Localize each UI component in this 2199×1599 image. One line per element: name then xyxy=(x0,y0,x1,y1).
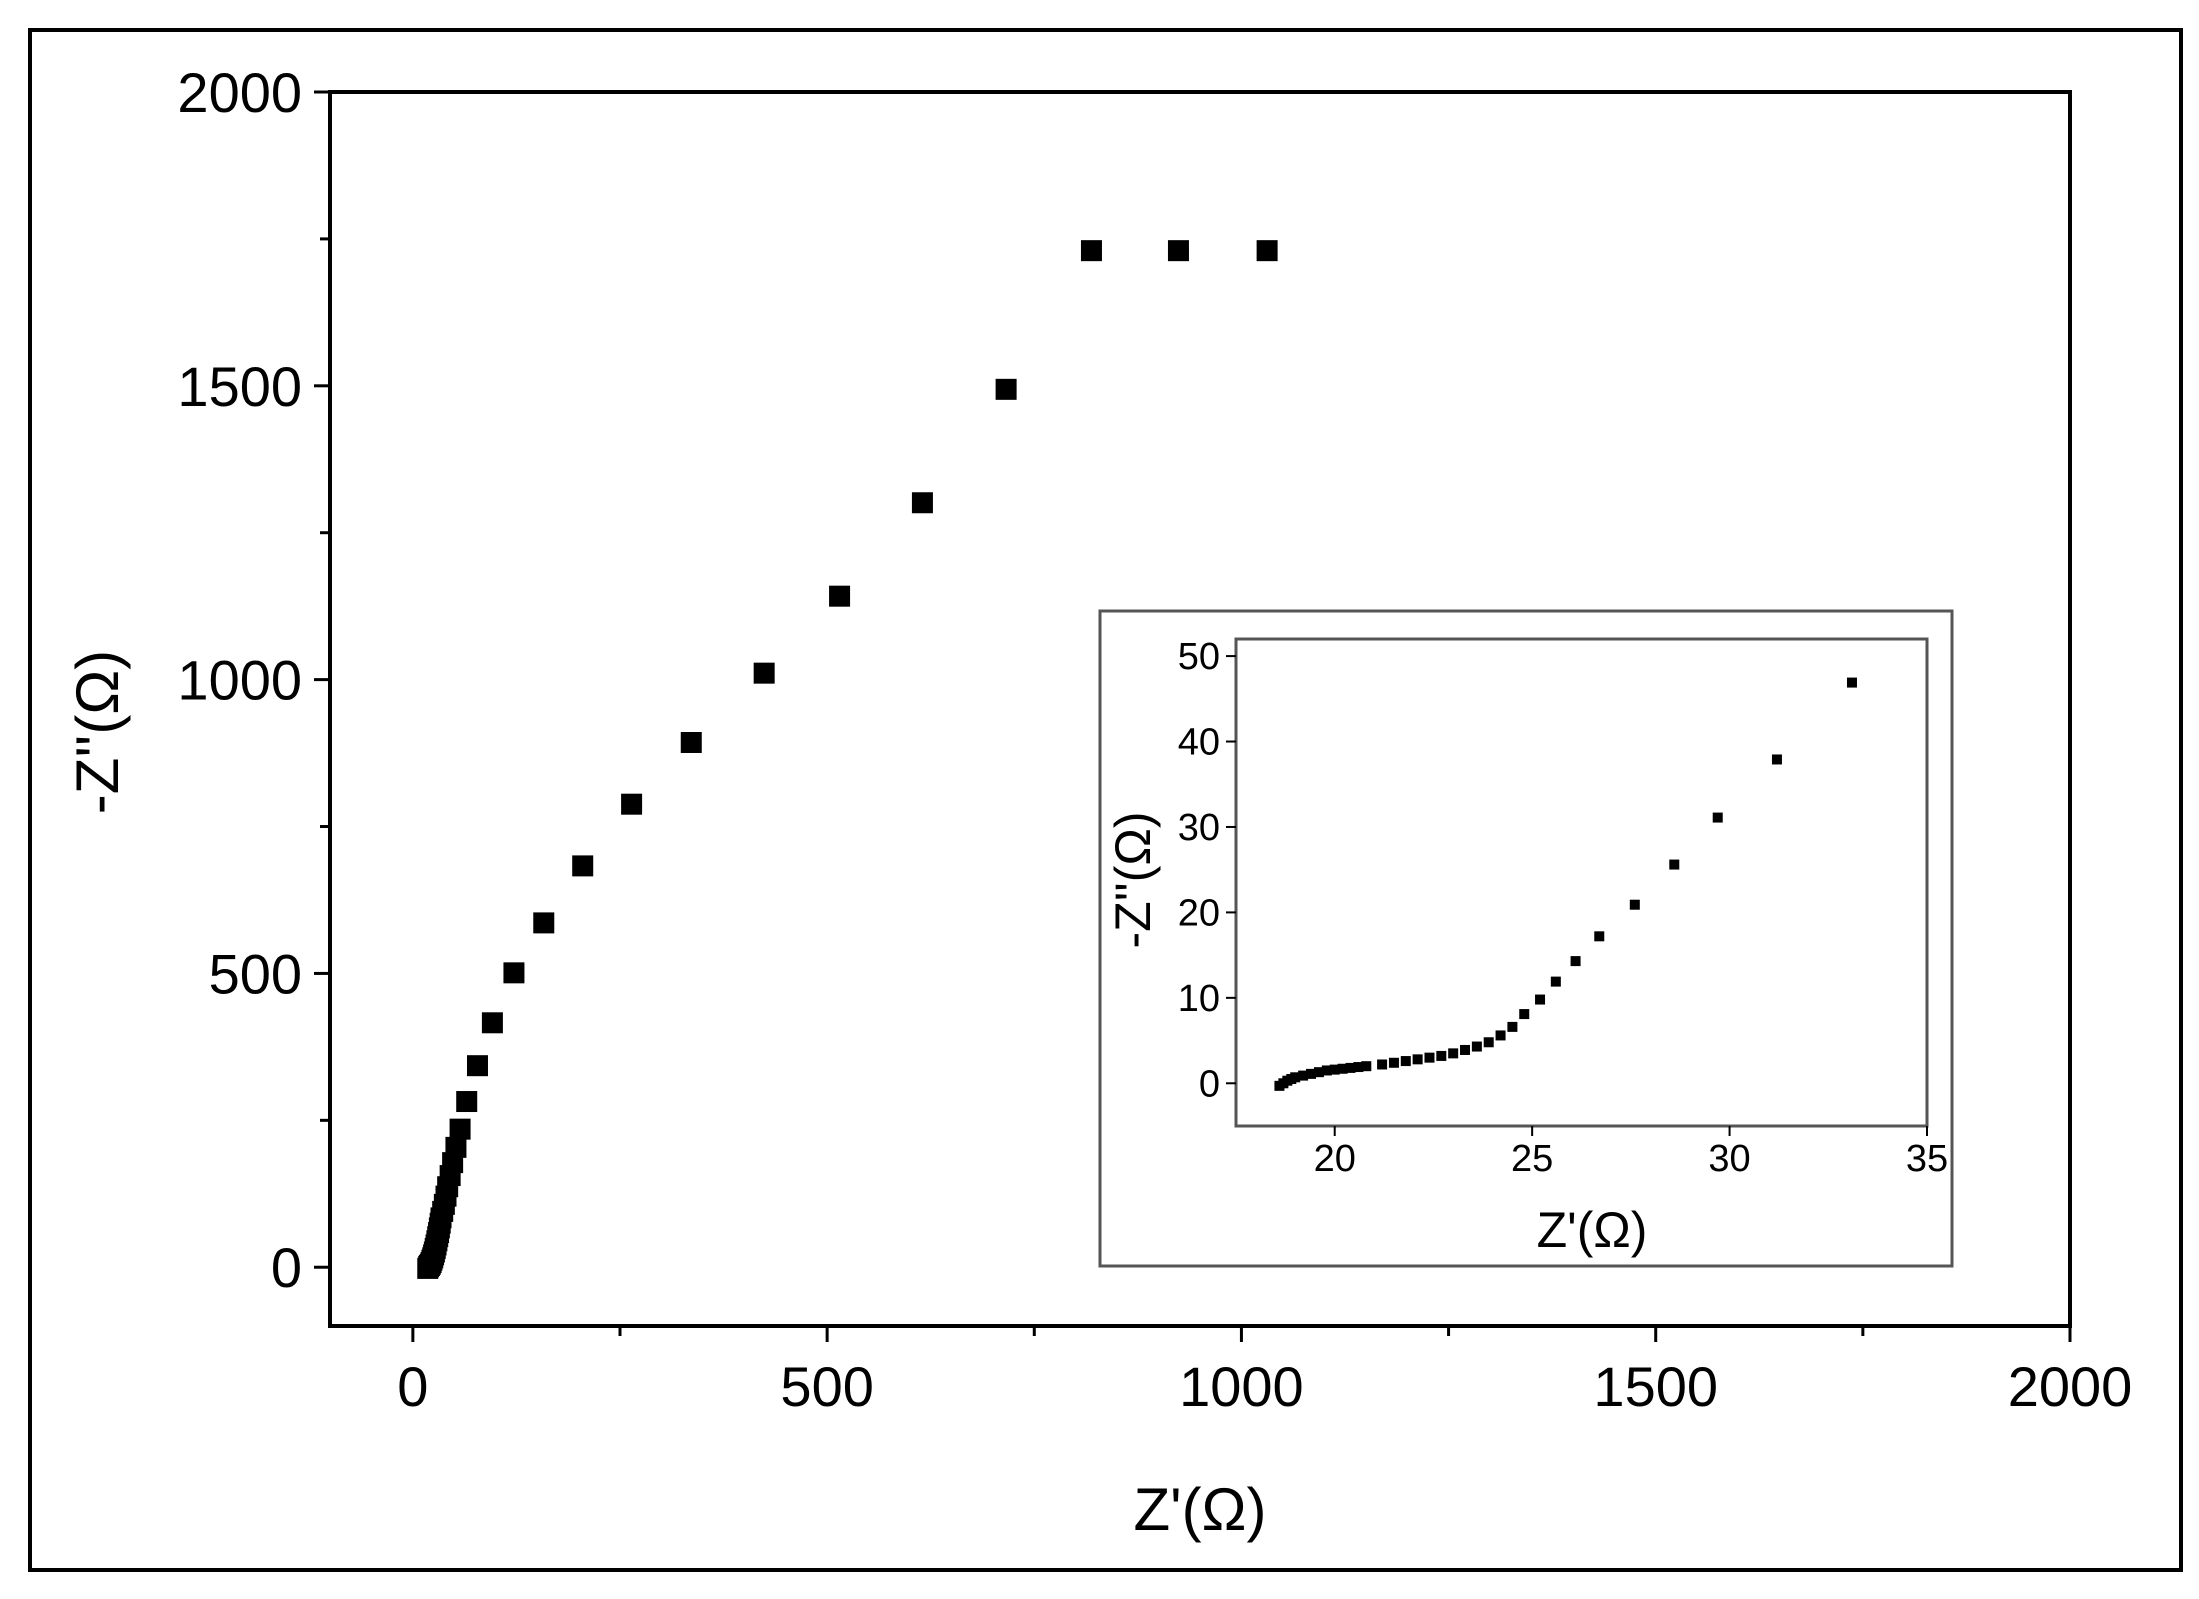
main-data-point xyxy=(456,1091,477,1112)
main-x-tick-label: 500 xyxy=(780,1355,873,1418)
main-data-point xyxy=(621,794,642,815)
inset-y-tick-label: 0 xyxy=(1199,1063,1220,1105)
main-data-point xyxy=(450,1119,471,1140)
main-y-tick-label: 0 xyxy=(271,1236,302,1299)
main-y-tick-label: 500 xyxy=(209,942,302,1005)
main-x-tick-label: 1000 xyxy=(1179,1355,1304,1418)
main-y-tick-label: 1000 xyxy=(177,649,302,712)
inset-y-tick-label: 40 xyxy=(1178,722,1220,764)
inset-data-point xyxy=(1424,1053,1434,1063)
inset-x-tick-label: 30 xyxy=(1708,1138,1750,1180)
inset-data-point xyxy=(1448,1048,1458,1058)
inset-x-tick-label: 25 xyxy=(1511,1138,1553,1180)
inset-data-point xyxy=(1847,678,1857,688)
inset-data-point xyxy=(1472,1042,1482,1052)
inset-data-point xyxy=(1594,931,1604,941)
inset-y-tick-label: 20 xyxy=(1178,892,1220,934)
main-data-point xyxy=(754,663,775,684)
inset-y-tick-label: 30 xyxy=(1178,807,1220,849)
inset-data-point xyxy=(1496,1030,1506,1040)
main-data-point xyxy=(467,1055,488,1076)
inset-data-point xyxy=(1535,995,1545,1005)
inset-x-tick-label: 20 xyxy=(1314,1138,1356,1180)
main-data-point xyxy=(503,962,524,983)
inset-data-point xyxy=(1377,1059,1387,1069)
inset-data-point xyxy=(1507,1022,1517,1032)
inset-data-point xyxy=(1630,900,1640,910)
main-data-point xyxy=(681,732,702,753)
inset-data-point xyxy=(1484,1037,1494,1047)
inset-y-tick-label: 10 xyxy=(1178,978,1220,1020)
main-data-point xyxy=(829,586,850,607)
main-y-tick-label: 2000 xyxy=(177,61,302,124)
inset-data-point xyxy=(1460,1045,1470,1055)
main-x-tick-label: 0 xyxy=(397,1355,428,1418)
inset-data-point xyxy=(1436,1051,1446,1061)
main-data-point xyxy=(1081,240,1102,261)
inset-data-point xyxy=(1519,1009,1529,1019)
main-data-point xyxy=(996,379,1017,400)
inset-y-axis-label: -Z''(Ω) xyxy=(1105,812,1161,949)
inset-data-point xyxy=(1551,977,1561,987)
main-y-tick-label: 1500 xyxy=(177,355,302,418)
inset-data-point xyxy=(1713,813,1723,823)
main-data-point xyxy=(482,1012,503,1033)
inset-data-point xyxy=(1413,1054,1423,1064)
main-y-axis-label: -Z''(Ω) xyxy=(64,650,131,814)
main-x-tick-label: 1500 xyxy=(1593,1355,1718,1418)
main-data-point xyxy=(1168,240,1189,261)
inset-data-point xyxy=(1772,754,1782,764)
main-data-point xyxy=(533,912,554,933)
main-x-tick-label: 2000 xyxy=(2008,1355,2133,1418)
inset-y-tick-label: 50 xyxy=(1178,636,1220,678)
main-data-point xyxy=(1257,240,1278,261)
inset-data-point xyxy=(1389,1058,1399,1068)
inset-data-point xyxy=(1401,1056,1411,1066)
main-data-point xyxy=(572,855,593,876)
inset-data-point xyxy=(1571,956,1581,966)
main-data-point xyxy=(912,492,933,513)
inset-x-tick-label: 35 xyxy=(1906,1138,1948,1180)
main-x-axis-label: Z'(Ω) xyxy=(1134,1476,1267,1543)
inset-data-point xyxy=(1669,860,1679,870)
main-data-point xyxy=(445,1137,466,1158)
inset-x-axis-label: Z'(Ω) xyxy=(1537,1202,1648,1258)
inset-data-point xyxy=(1361,1061,1371,1071)
